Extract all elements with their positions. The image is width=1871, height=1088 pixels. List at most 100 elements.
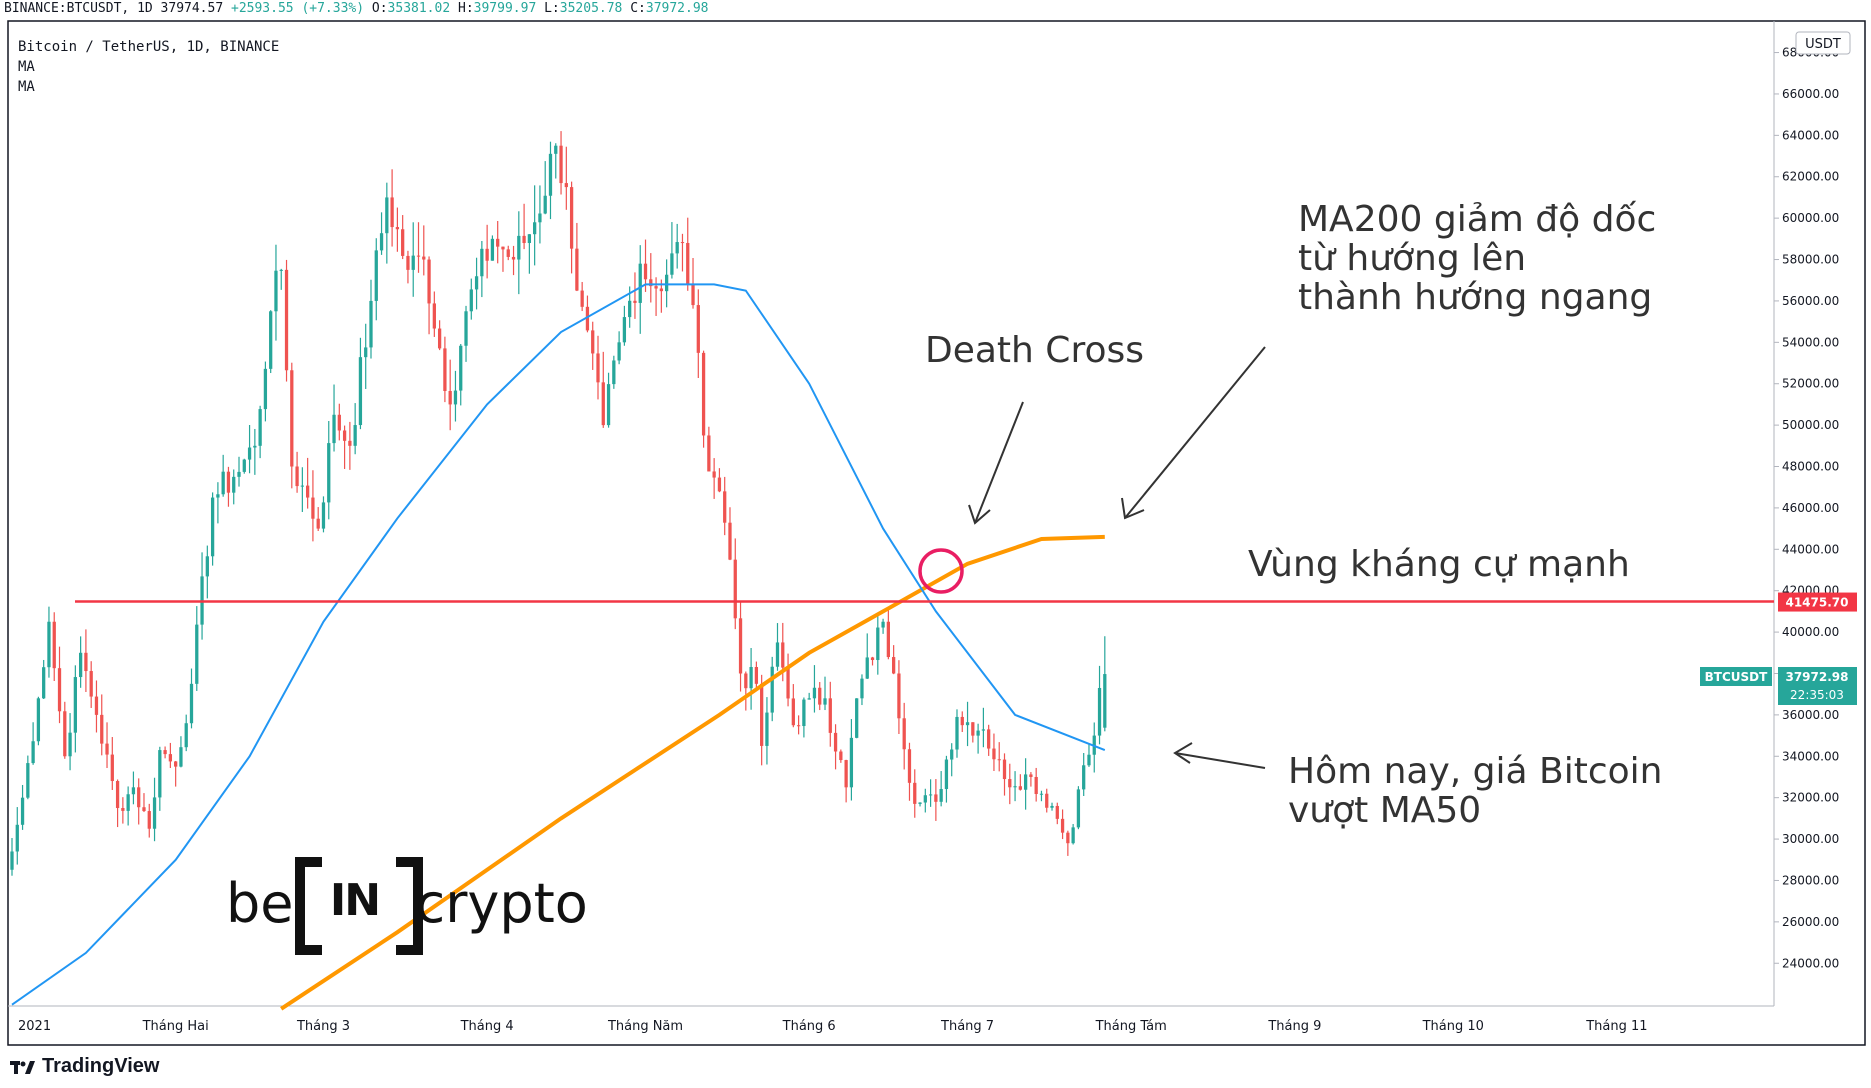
candle bbox=[675, 223, 679, 269]
candle bbox=[1045, 788, 1049, 813]
candle bbox=[311, 470, 315, 542]
candle-body bbox=[712, 471, 716, 478]
price-tick-label: 28000.00 bbox=[1782, 873, 1839, 887]
candle bbox=[416, 222, 421, 273]
price-tick-label: 46000.00 bbox=[1782, 501, 1839, 515]
candle-body bbox=[886, 621, 890, 658]
candle bbox=[432, 291, 436, 337]
candle-body bbox=[1013, 786, 1017, 788]
candle-body bbox=[1023, 774, 1028, 790]
candle-body bbox=[401, 229, 405, 256]
candle-body bbox=[237, 471, 241, 477]
candle-body bbox=[427, 259, 431, 304]
candle bbox=[68, 713, 72, 771]
candle bbox=[902, 702, 906, 770]
candle bbox=[770, 656, 774, 722]
annotation-ma200-line3: thành hướng ngang bbox=[1298, 277, 1653, 318]
candle-body bbox=[823, 698, 827, 705]
currency-label: USDT bbox=[1805, 37, 1841, 52]
candle-body bbox=[643, 263, 648, 280]
candle bbox=[585, 295, 590, 333]
candle bbox=[63, 701, 67, 759]
candle-body bbox=[707, 435, 711, 472]
candle bbox=[459, 343, 463, 406]
candle-body bbox=[459, 345, 463, 391]
candle-body bbox=[749, 667, 753, 689]
candle-body bbox=[432, 303, 436, 329]
candle-body bbox=[210, 497, 215, 557]
candle-body bbox=[295, 466, 299, 487]
candle bbox=[237, 456, 241, 487]
candle bbox=[617, 331, 621, 365]
candle bbox=[728, 507, 732, 561]
candle bbox=[1029, 772, 1033, 787]
candle-body bbox=[591, 330, 595, 354]
death-cross-arrowhead bbox=[968, 504, 991, 525]
candle bbox=[374, 238, 378, 321]
candle-body bbox=[1045, 793, 1049, 808]
candle bbox=[110, 737, 114, 790]
candle-body bbox=[406, 255, 410, 270]
candle-body bbox=[533, 222, 537, 235]
annotation-ma200-line2: từ hướng lên bbox=[1298, 238, 1527, 279]
candle bbox=[548, 141, 553, 220]
candle bbox=[1034, 767, 1038, 802]
candle bbox=[939, 771, 943, 807]
candles bbox=[10, 131, 1107, 876]
candle-body bbox=[606, 384, 611, 426]
candle-body bbox=[31, 741, 35, 764]
candle bbox=[364, 323, 368, 389]
candle bbox=[437, 320, 442, 351]
candle bbox=[913, 769, 917, 818]
candle bbox=[137, 778, 141, 825]
price-tick-label: 32000.00 bbox=[1782, 791, 1839, 805]
candle-body bbox=[374, 250, 378, 301]
candle-body bbox=[443, 348, 447, 391]
candle bbox=[1055, 802, 1059, 825]
candle bbox=[733, 538, 737, 630]
candle bbox=[554, 143, 558, 179]
candle bbox=[406, 250, 410, 284]
candle bbox=[20, 784, 25, 830]
candle bbox=[142, 793, 146, 813]
tradingview-footer[interactable]: TradingView bbox=[10, 1055, 159, 1078]
candle-body bbox=[89, 671, 93, 697]
candle-body bbox=[247, 447, 252, 460]
candle-body bbox=[63, 711, 67, 757]
legend-ma-1[interactable]: MA bbox=[18, 59, 35, 75]
candle-body bbox=[976, 730, 980, 736]
candle-body bbox=[728, 522, 732, 560]
candle bbox=[823, 676, 827, 711]
candle bbox=[1060, 809, 1065, 840]
ma50-line bbox=[11, 283, 1106, 1006]
candle bbox=[723, 476, 727, 536]
candle-body bbox=[670, 253, 674, 275]
candle bbox=[638, 245, 642, 334]
candle-body bbox=[205, 556, 209, 577]
time-tick-label: Tháng 6 bbox=[782, 1019, 836, 1034]
candle bbox=[390, 169, 394, 247]
ma200-arrow bbox=[1124, 346, 1266, 519]
candle-body bbox=[775, 642, 780, 667]
candle bbox=[100, 694, 104, 756]
legend-title[interactable]: Bitcoin / TetherUS, 1D, BINANCE bbox=[18, 39, 280, 55]
candle bbox=[886, 609, 890, 660]
candle bbox=[876, 613, 880, 675]
candle bbox=[517, 211, 521, 295]
candle-body bbox=[26, 763, 30, 798]
annotation-today-line2: vượt MA50 bbox=[1288, 790, 1482, 831]
candle-body bbox=[126, 794, 130, 811]
candle-body bbox=[348, 440, 352, 446]
candle-body bbox=[1097, 687, 1102, 736]
brand-in: IN bbox=[329, 875, 381, 926]
candle-body bbox=[538, 213, 542, 223]
candle bbox=[860, 674, 864, 706]
candle bbox=[1097, 665, 1102, 745]
candle-body bbox=[152, 797, 157, 829]
candle bbox=[765, 697, 769, 765]
legend-ma-2[interactable]: MA bbox=[18, 79, 35, 95]
candle-body bbox=[1082, 765, 1086, 790]
currency-box[interactable] bbox=[1795, 31, 1851, 55]
annotation-today: Hôm nay, giá Bitcoin vượt MA50 bbox=[1288, 752, 1662, 830]
